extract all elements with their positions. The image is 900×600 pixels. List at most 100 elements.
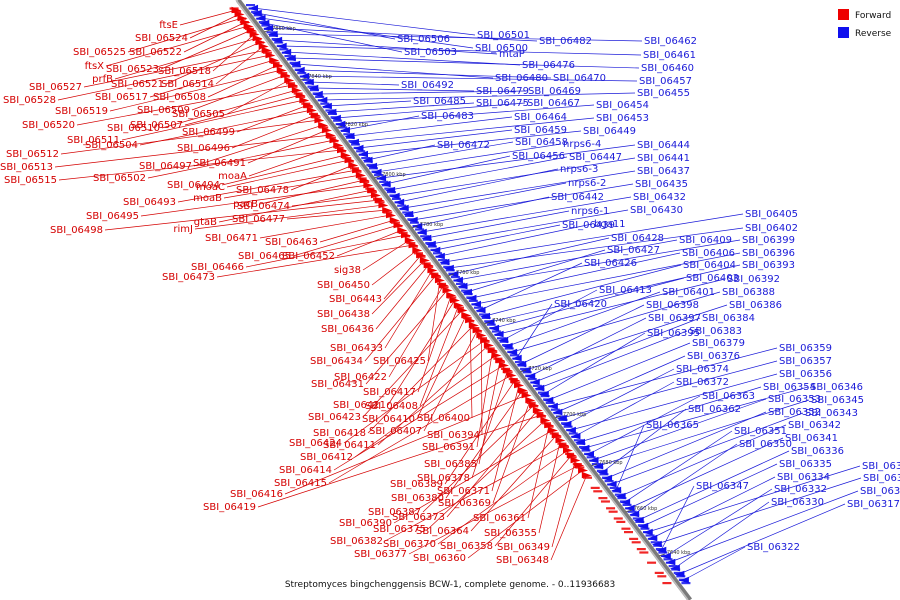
reverse-gene-block bbox=[668, 565, 678, 568]
forward-gene-block bbox=[557, 442, 567, 445]
leader-line bbox=[427, 279, 441, 362]
leader-line bbox=[319, 219, 395, 243]
leader-line bbox=[638, 450, 790, 521]
scale-tick bbox=[263, 29, 271, 33]
reverse-gene-block bbox=[379, 180, 389, 183]
reverse-gene-block bbox=[607, 483, 617, 486]
reverse-gene-block bbox=[320, 102, 330, 105]
reverse-gene-block bbox=[289, 61, 299, 64]
reverse-gene-block bbox=[604, 480, 614, 483]
reverse-gene-block bbox=[563, 425, 573, 428]
reverse-gene-block bbox=[612, 490, 622, 493]
leader-line bbox=[390, 156, 568, 191]
forward-gene-label: SBI_06378 bbox=[417, 473, 470, 484]
leader-line bbox=[252, 7, 476, 36]
reverse-gene-block bbox=[532, 384, 542, 387]
reverse-gene-label: SBI_06462 bbox=[644, 36, 697, 47]
forward-gene-label: SBI_06394 bbox=[427, 430, 480, 441]
leader-line bbox=[336, 229, 403, 257]
forward-gene-label: SBI_06355 bbox=[484, 528, 537, 539]
reverse-gene-block bbox=[458, 286, 468, 289]
leader-line bbox=[538, 439, 561, 534]
leader-line bbox=[177, 169, 358, 203]
reverse-gene-label: SBI_06386 bbox=[729, 300, 782, 311]
scale-tick bbox=[411, 225, 418, 229]
forward-gene-block bbox=[454, 306, 464, 309]
forward-gene-block bbox=[613, 517, 623, 520]
forward-gene-label: SBI_06523 bbox=[106, 64, 159, 75]
leader-line bbox=[212, 33, 255, 72]
leader-line bbox=[516, 303, 553, 359]
scale-tick-label: 7860 kbp bbox=[272, 26, 296, 32]
forward-gene-label: SBI_06369 bbox=[438, 498, 491, 509]
reverse-gene-label: SBI_06501 bbox=[477, 30, 530, 41]
leader-line bbox=[121, 99, 305, 141]
reverse-gene-label: SBI_06461 bbox=[643, 50, 696, 61]
leader-line bbox=[54, 134, 331, 168]
forward-gene-feature bbox=[468, 321, 479, 329]
forward-gene-block bbox=[559, 446, 569, 449]
forward-gene-block bbox=[621, 527, 631, 530]
leader-line bbox=[387, 299, 456, 406]
leader-line bbox=[647, 465, 861, 533]
forward-gene-feature bbox=[314, 116, 325, 124]
forward-gene-block bbox=[462, 316, 472, 319]
reverse-gene-block bbox=[348, 140, 358, 143]
leader-line bbox=[343, 339, 486, 444]
forward-gene-label: SBI_06412 bbox=[300, 452, 353, 463]
leader-line bbox=[588, 395, 701, 455]
forward-gene-label: SBI_06371 bbox=[437, 486, 490, 497]
forward-gene-label: SBI_06519 bbox=[55, 106, 108, 117]
leader-line bbox=[462, 239, 741, 287]
reverse-gene-label: SBI_06379 bbox=[692, 338, 745, 349]
reverse-gene-block bbox=[394, 201, 404, 204]
leader-line bbox=[670, 490, 859, 563]
forward-gene-block bbox=[544, 425, 554, 428]
reverse-gene-block bbox=[568, 432, 578, 435]
leader-line bbox=[147, 139, 335, 179]
reverse-gene-label: SBI_06447 bbox=[569, 152, 622, 163]
reverse-gene-label: bga11 bbox=[594, 219, 626, 230]
reverse-gene-block bbox=[286, 58, 296, 61]
leader-line bbox=[292, 224, 399, 257]
reverse-gene-block bbox=[512, 357, 522, 360]
leader-line bbox=[445, 389, 524, 499]
reverse-gene-block bbox=[366, 163, 376, 166]
reverse-gene-block bbox=[558, 418, 568, 421]
reverse-gene-label: nrps6-4 bbox=[563, 139, 601, 150]
forward-gene-block bbox=[552, 435, 562, 438]
reverse-gene-block bbox=[422, 238, 432, 241]
leader-line bbox=[286, 209, 388, 220]
reverse-gene-label: nrps6-2 bbox=[568, 178, 606, 189]
reverse-gene-label: SBI_06317 bbox=[847, 499, 900, 510]
reverse-gene-label: SBI_06336 bbox=[791, 446, 844, 457]
scale-tick-label: 7840 kbp bbox=[308, 74, 332, 80]
leader-line bbox=[416, 314, 467, 420]
reverse-gene-label: SBI_06343 bbox=[805, 408, 858, 419]
leader-line bbox=[417, 294, 452, 393]
leader-line bbox=[371, 259, 426, 315]
forward-gene-block bbox=[329, 140, 339, 143]
forward-gene-feature bbox=[276, 66, 287, 74]
forward-gene-block bbox=[393, 225, 403, 228]
reverse-gene-label: SBI_06467 bbox=[527, 98, 580, 109]
reverse-gene-block bbox=[248, 7, 258, 10]
leader-line bbox=[525, 304, 728, 371]
reverse-gene-block bbox=[294, 68, 304, 71]
leader-line bbox=[299, 69, 552, 79]
reverse-gene-label: SBI_06384 bbox=[702, 313, 755, 324]
leader-line bbox=[140, 184, 369, 217]
reverse-gene-block bbox=[302, 78, 312, 81]
leader-line bbox=[446, 409, 539, 518]
forward-gene-block bbox=[647, 561, 657, 564]
reverse-gene-label: SBI_06346 bbox=[810, 382, 863, 393]
leader-line bbox=[521, 304, 645, 365]
forward-gene-feature bbox=[461, 311, 472, 319]
forward-gene-block bbox=[654, 571, 664, 574]
forward-gene-feature bbox=[562, 446, 573, 454]
reverse-gene-block bbox=[445, 269, 455, 272]
leader-line bbox=[257, 414, 542, 508]
reverse-gene-block bbox=[535, 388, 545, 391]
